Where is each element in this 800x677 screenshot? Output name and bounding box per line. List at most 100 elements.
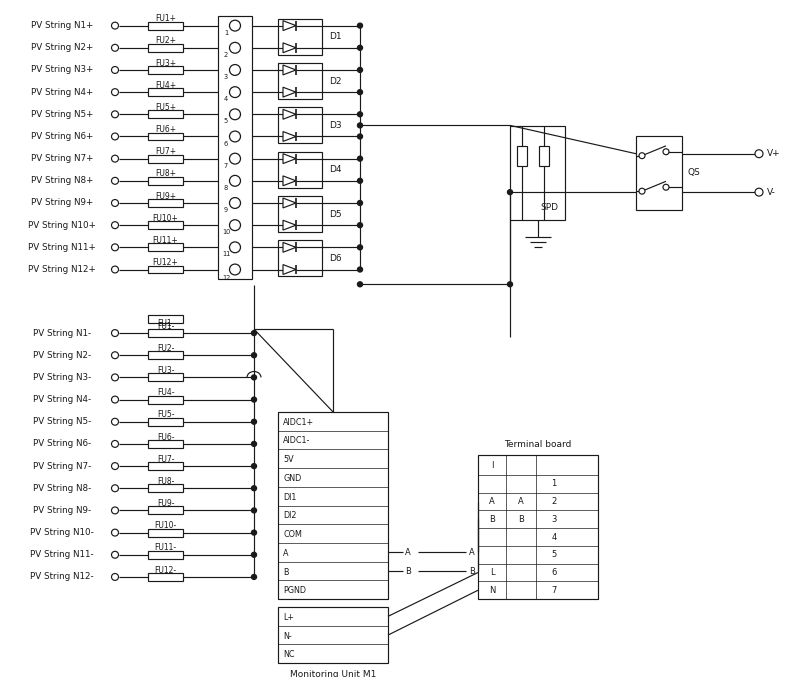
Text: 8: 8 <box>224 185 228 191</box>
Circle shape <box>111 266 118 273</box>
Text: FU4-: FU4- <box>157 388 174 397</box>
Text: PV String N1-: PV String N1- <box>33 328 91 338</box>
Bar <box>148 44 183 51</box>
Text: DI2: DI2 <box>283 511 297 521</box>
Circle shape <box>230 20 241 31</box>
Bar <box>148 484 183 492</box>
Text: FU11+: FU11+ <box>153 236 178 245</box>
Text: L: L <box>490 568 494 577</box>
Text: 3: 3 <box>224 74 228 80</box>
Text: 4: 4 <box>224 96 228 102</box>
Text: 3: 3 <box>551 515 557 524</box>
Circle shape <box>663 149 669 155</box>
Circle shape <box>111 418 118 425</box>
Circle shape <box>230 242 241 253</box>
Circle shape <box>358 45 362 50</box>
Bar <box>148 221 183 229</box>
Circle shape <box>251 441 257 446</box>
Circle shape <box>111 573 118 580</box>
Text: 1: 1 <box>551 479 557 488</box>
Bar <box>148 529 183 537</box>
Bar <box>148 329 183 337</box>
Circle shape <box>251 508 257 513</box>
Text: 7: 7 <box>224 162 228 169</box>
Circle shape <box>251 375 257 380</box>
Circle shape <box>111 244 118 250</box>
Text: COM: COM <box>283 530 302 539</box>
Circle shape <box>111 44 118 51</box>
Circle shape <box>251 330 257 336</box>
Text: PV String N4+: PV String N4+ <box>31 87 93 97</box>
Bar <box>148 199 183 207</box>
Text: B: B <box>518 515 524 524</box>
Text: FU1-: FU1- <box>157 322 174 330</box>
Text: SPD: SPD <box>541 203 558 213</box>
Circle shape <box>111 462 118 470</box>
Circle shape <box>639 188 645 194</box>
Circle shape <box>358 123 362 128</box>
Text: 4: 4 <box>551 533 557 542</box>
Bar <box>148 351 183 359</box>
Text: PV String N10-: PV String N10- <box>30 528 94 537</box>
Text: FU11-: FU11- <box>154 544 177 552</box>
Bar <box>148 177 183 185</box>
Text: FU7+: FU7+ <box>155 148 176 156</box>
Circle shape <box>230 220 241 231</box>
Circle shape <box>230 264 241 275</box>
Text: L+: L+ <box>283 613 294 622</box>
Bar <box>517 146 527 166</box>
Text: PV String N1+: PV String N1+ <box>31 21 93 30</box>
Text: PV String N3+: PV String N3+ <box>31 66 93 74</box>
Text: PV String N12-: PV String N12- <box>30 573 94 582</box>
Bar <box>478 455 598 599</box>
Text: N-: N- <box>283 632 292 640</box>
Bar <box>148 440 183 448</box>
Circle shape <box>230 64 241 75</box>
Text: FU3-: FU3- <box>157 366 174 375</box>
Bar <box>148 110 183 118</box>
Circle shape <box>230 109 241 120</box>
Text: A: A <box>283 549 289 558</box>
Circle shape <box>251 530 257 535</box>
Text: PV String N6-: PV String N6- <box>33 439 91 448</box>
Text: PV String N4-: PV String N4- <box>33 395 91 404</box>
Text: FU4+: FU4+ <box>155 81 176 90</box>
Text: V-: V- <box>767 188 776 196</box>
Text: PV String N6+: PV String N6+ <box>31 132 93 141</box>
Text: FU7-: FU7- <box>157 455 174 464</box>
Text: Terminal board: Terminal board <box>504 440 572 449</box>
Text: D5: D5 <box>329 210 342 219</box>
Bar <box>218 16 252 280</box>
Text: FU12+: FU12+ <box>153 258 178 267</box>
Polygon shape <box>283 43 296 53</box>
Circle shape <box>111 200 118 206</box>
Circle shape <box>230 198 241 209</box>
Text: QS: QS <box>688 169 701 177</box>
Circle shape <box>663 184 669 190</box>
Polygon shape <box>283 65 296 75</box>
Bar <box>539 146 549 166</box>
Circle shape <box>358 23 362 28</box>
Circle shape <box>111 374 118 381</box>
Bar <box>148 374 183 381</box>
Bar <box>278 196 322 232</box>
Polygon shape <box>283 154 296 164</box>
Bar <box>148 315 183 323</box>
Text: 12: 12 <box>222 276 230 282</box>
Text: FU2+: FU2+ <box>155 37 176 45</box>
Text: PV String N12+: PV String N12+ <box>28 265 96 274</box>
Text: D6: D6 <box>329 254 342 263</box>
Circle shape <box>111 551 118 559</box>
Text: PV String N10+: PV String N10+ <box>28 221 96 230</box>
Text: 9: 9 <box>224 207 228 213</box>
Text: AIDC1-: AIDC1- <box>283 437 310 445</box>
Text: PV String N3-: PV String N3- <box>33 373 91 382</box>
Text: FU10-: FU10- <box>154 521 177 530</box>
Circle shape <box>251 353 257 357</box>
Text: FU2-: FU2- <box>157 344 174 353</box>
Circle shape <box>755 150 763 158</box>
Circle shape <box>111 89 118 95</box>
Polygon shape <box>283 87 296 97</box>
Circle shape <box>111 22 118 29</box>
Text: PV String N5-: PV String N5- <box>33 417 91 427</box>
